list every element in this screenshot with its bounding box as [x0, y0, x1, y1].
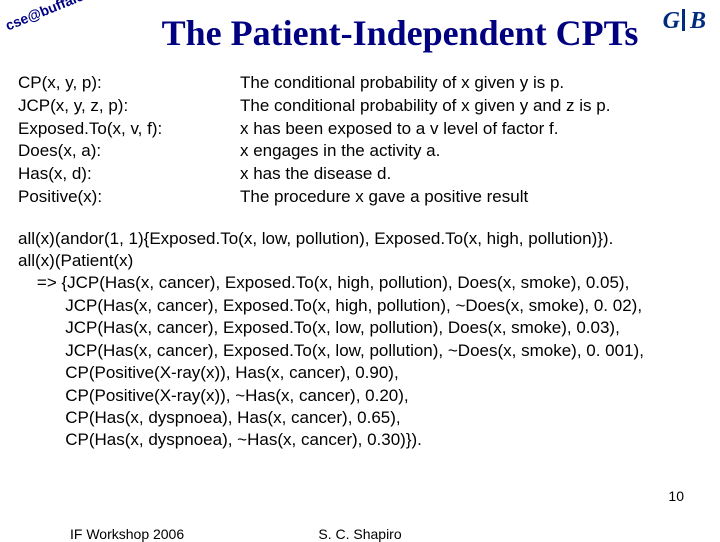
- logo-left-letter: G: [663, 8, 680, 35]
- def-term: JCP(x, y, z, p):: [18, 95, 228, 117]
- slide-title: The Patient-Independent CPTs: [98, 12, 702, 54]
- def-term: Exposed.To(x, v, f):: [18, 118, 228, 140]
- def-desc: The conditional probability of x given y…: [240, 95, 702, 117]
- def-desc: The procedure x gave a positive result: [240, 186, 702, 208]
- page-number: 10: [668, 488, 684, 504]
- def-desc: The conditional probability of x given y…: [240, 72, 702, 94]
- definitions-table: CP(x, y, p): The conditional probability…: [18, 72, 702, 208]
- rules-block: all(x)(andor(1, 1){Exposed.To(x, low, po…: [18, 228, 702, 452]
- logo-divider: [682, 9, 685, 31]
- def-term: CP(x, y, p):: [18, 72, 228, 94]
- def-desc: x has been exposed to a v level of facto…: [240, 118, 702, 140]
- def-term: Positive(x):: [18, 186, 228, 208]
- ub-logo: G B: [663, 6, 706, 35]
- def-term: Has(x, d):: [18, 163, 228, 185]
- def-term: Does(x, a):: [18, 140, 228, 162]
- def-desc: x has the disease d.: [240, 163, 702, 185]
- corner-tag: cse@buffalo: [3, 0, 87, 33]
- logo-right-letter: B: [690, 8, 706, 35]
- def-desc: x engages in the activity a.: [240, 140, 702, 162]
